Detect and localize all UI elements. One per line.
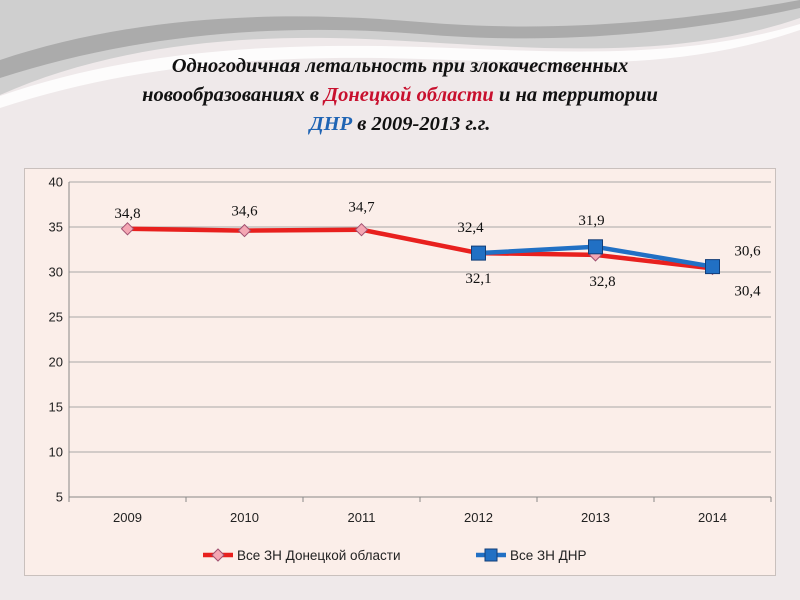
legend-marker-diamond — [211, 548, 225, 562]
legend-label-1: Все ЗН Донецкой области — [237, 548, 401, 563]
data-point-diamond — [354, 222, 369, 237]
chart-panel: 40 35 30 25 20 15 10 5 2009 2010 2011 2012 2013 2014 3… — [24, 168, 776, 576]
y-tick-label: 20 — [49, 355, 63, 370]
data-label: 32,8 — [589, 274, 615, 290]
x-tick-label: 2012 — [464, 510, 493, 525]
title-line-3-end: в 2009-2013 г.г. — [352, 113, 491, 135]
legend-label-2: Все ЗН ДНР — [510, 548, 587, 563]
data-label: 34,8 — [114, 206, 140, 222]
x-tick-label: 2009 — [113, 510, 142, 525]
data-label: 30,6 — [734, 244, 761, 260]
data-point-diamond — [237, 223, 252, 238]
x-tick-label: 2014 — [698, 510, 727, 525]
series-line-1 — [127, 226, 713, 271]
y-tick-label: 25 — [49, 310, 63, 325]
title-highlight-dnr: ДНР — [309, 113, 353, 135]
x-tick-label: 2013 — [581, 510, 610, 525]
data-label: 30,4 — [734, 283, 761, 299]
y-tick-label: 30 — [49, 265, 63, 280]
decorative-swoosh-white — [0, 24, 800, 108]
legend-marker-square — [484, 548, 498, 562]
y-tick-label: 5 — [56, 490, 63, 505]
data-label: 31,9 — [578, 213, 604, 229]
y-tick-label: 15 — [49, 400, 63, 415]
data-label: 32,1 — [465, 271, 491, 287]
data-point-diamond — [120, 222, 135, 236]
y-tick-label: 40 — [49, 175, 63, 190]
x-tick-label: 2010 — [230, 510, 259, 525]
data-label: 32,4 — [457, 220, 484, 236]
data-point-square — [588, 239, 603, 255]
y-tick-label: 35 — [49, 220, 63, 235]
title-line-1: Одногодичная летальность при злокачестве… — [171, 55, 629, 77]
data-label: 34,6 — [231, 204, 258, 220]
decorative-swoosh-dark — [0, 0, 800, 78]
data-point-square — [471, 245, 486, 261]
data-label: 34,7 — [348, 200, 375, 216]
title-line-2-end: и на территории — [493, 84, 658, 106]
data-point-square — [705, 259, 720, 275]
title-line-2-start: новообразованиях в — [142, 84, 325, 106]
chart-title: Одногодичная летальность при злокачестве… — [40, 52, 760, 139]
line-chart: 40 35 30 25 20 15 10 5 2009 2010 2011 2012 2013 2014 3… — [49, 175, 772, 563]
x-tick-label: 2011 — [348, 510, 376, 525]
y-tick-label: 10 — [49, 445, 63, 460]
title-highlight-donetsk: Донецкой области — [324, 84, 494, 106]
